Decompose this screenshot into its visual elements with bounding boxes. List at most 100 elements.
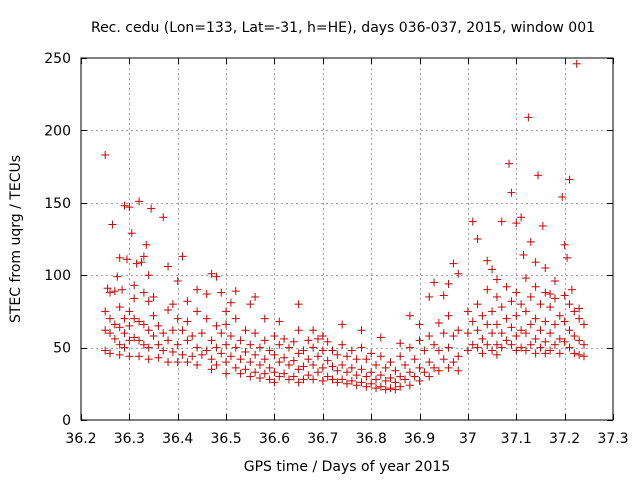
data-point — [135, 352, 144, 361]
data-point — [502, 282, 511, 291]
data-point — [362, 372, 371, 381]
data-point — [139, 340, 148, 349]
data-point — [323, 356, 332, 365]
data-point — [270, 368, 279, 377]
data-point — [197, 350, 206, 359]
data-point — [137, 258, 146, 267]
data-point — [507, 188, 516, 197]
data-point — [260, 336, 269, 345]
data-point — [439, 329, 448, 338]
data-point — [444, 279, 453, 288]
data-point — [246, 300, 255, 309]
data-point — [197, 329, 206, 338]
data-point — [231, 343, 240, 352]
data-point — [352, 355, 361, 364]
data-point — [517, 326, 526, 335]
data-point — [546, 346, 555, 355]
data-point — [444, 343, 453, 352]
data-point — [560, 317, 569, 326]
data-point — [362, 382, 371, 391]
data-point — [415, 336, 424, 345]
data-point — [294, 349, 303, 358]
data-point — [439, 355, 448, 364]
data-point — [386, 358, 395, 367]
data-point — [294, 326, 303, 335]
data-point — [512, 346, 521, 355]
data-point — [563, 253, 572, 262]
data-point — [444, 363, 453, 372]
data-point — [132, 259, 141, 268]
data-point — [149, 332, 158, 341]
data-point — [130, 294, 139, 303]
data-point — [410, 355, 419, 364]
data-point — [265, 346, 274, 355]
data-point — [531, 258, 540, 267]
data-point — [299, 346, 308, 355]
y-tick-label: 250 — [44, 51, 71, 67]
data-point — [125, 321, 134, 330]
data-point — [120, 343, 129, 352]
data-point — [118, 285, 127, 294]
data-point — [376, 382, 385, 391]
data-point — [560, 240, 569, 249]
data-point — [372, 384, 381, 393]
data-point — [113, 272, 122, 281]
data-point — [401, 360, 410, 369]
data-point — [468, 340, 477, 349]
data-point — [550, 276, 559, 285]
data-point — [454, 269, 463, 278]
data-point — [396, 352, 405, 361]
data-point — [396, 372, 405, 381]
data-point — [202, 290, 211, 299]
data-point — [193, 307, 202, 316]
data-point — [294, 300, 303, 309]
data-point — [468, 317, 477, 326]
data-point — [183, 297, 192, 306]
data-point — [449, 332, 458, 341]
x-axis-label: GPS time / Days of year 2015 — [244, 459, 451, 475]
data-point — [478, 311, 487, 320]
data-point — [492, 320, 501, 329]
data-point — [144, 343, 153, 352]
data-point — [517, 213, 526, 222]
data-point — [294, 378, 303, 387]
data-point — [280, 334, 289, 343]
data-point — [212, 360, 221, 369]
data-point — [246, 372, 255, 381]
data-point — [372, 360, 381, 369]
data-point — [125, 352, 134, 361]
data-point — [405, 368, 414, 377]
data-point — [275, 358, 284, 367]
data-point — [338, 320, 347, 329]
data-point — [473, 326, 482, 335]
data-point — [207, 269, 216, 278]
data-point — [333, 378, 342, 387]
data-point — [579, 340, 588, 349]
data-point — [401, 375, 410, 384]
data-point — [255, 360, 264, 369]
data-point — [430, 340, 439, 349]
data-point — [115, 323, 124, 332]
data-point — [538, 221, 547, 230]
data-point — [488, 346, 497, 355]
data-point — [386, 384, 395, 393]
data-point — [526, 237, 535, 246]
data-point — [333, 350, 342, 359]
data-point — [313, 368, 322, 377]
data-point — [434, 366, 443, 375]
data-point — [149, 311, 158, 320]
data-point — [231, 287, 240, 296]
data-point — [502, 314, 511, 323]
data-point — [381, 376, 390, 385]
data-point — [367, 349, 376, 358]
data-point — [159, 213, 168, 222]
data-point — [488, 329, 497, 338]
data-point — [381, 385, 390, 394]
data-point — [565, 343, 574, 352]
data-point — [497, 343, 506, 352]
data-point — [555, 334, 564, 343]
data-point — [357, 326, 366, 335]
data-point — [483, 256, 492, 265]
data-point — [212, 321, 221, 330]
data-point — [531, 334, 540, 343]
